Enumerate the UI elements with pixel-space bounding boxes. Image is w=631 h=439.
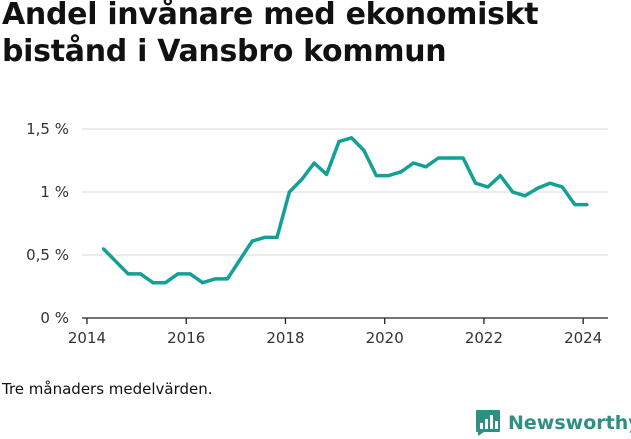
data-point	[498, 174, 502, 178]
data-point	[548, 181, 552, 185]
data-point	[312, 161, 316, 165]
data-point	[250, 239, 254, 243]
x-tick-label: 2014	[68, 329, 106, 347]
data-point	[536, 186, 540, 190]
data-point	[201, 281, 205, 285]
x-axis: 2014 2016 2018 2020 2022 2024	[68, 317, 608, 347]
data-point	[188, 272, 192, 276]
data-point	[349, 136, 353, 140]
data-point	[585, 203, 589, 207]
data-point	[287, 190, 291, 194]
data-point	[387, 174, 391, 178]
data-point	[511, 190, 515, 194]
y-tick-label: 0,5 %	[26, 246, 69, 264]
data-point	[424, 165, 428, 169]
data-point	[436, 156, 440, 160]
data-point	[461, 156, 465, 160]
data-point	[474, 181, 478, 185]
data-point	[362, 148, 366, 152]
data-point	[139, 272, 143, 276]
brand-logo[interactable]: Newsworthy	[475, 408, 631, 438]
y-tick-label: 1,5 %	[26, 120, 69, 138]
bar-chart-speech-icon	[476, 410, 500, 436]
data-point	[151, 281, 155, 285]
series-group	[101, 136, 589, 285]
data-point	[213, 277, 217, 281]
y-axis-ticks: 0 % 0,5 % 1 % 1,5 %	[26, 120, 69, 327]
data-point	[399, 170, 403, 174]
data-point	[449, 156, 453, 160]
data-point	[163, 281, 167, 285]
footnote: Tre månaders medelvärden.	[2, 380, 213, 398]
data-point	[225, 277, 229, 281]
x-tick-label: 2024	[564, 329, 602, 347]
data-point	[411, 161, 415, 165]
x-tick-label: 2016	[167, 329, 205, 347]
data-point	[275, 235, 279, 239]
series-line-0	[102, 136, 588, 285]
data-point	[560, 185, 564, 189]
x-tick-label: 2018	[266, 329, 304, 347]
x-tick-label: 2020	[366, 329, 404, 347]
data-point	[114, 259, 118, 263]
data-point	[486, 185, 490, 189]
data-point	[101, 247, 105, 251]
x-tick-label: 2022	[465, 329, 503, 347]
grid-lines	[82, 128, 608, 256]
data-point	[337, 140, 341, 144]
data-point	[523, 194, 527, 198]
data-point	[325, 172, 329, 176]
page-title: Andel invånare med ekonomiskt bistånd i …	[2, 0, 539, 69]
y-tick-label: 1 %	[40, 183, 69, 201]
y-tick-label: 0 %	[40, 309, 69, 327]
brand-name: Newsworthy	[508, 412, 631, 434]
data-point	[176, 272, 180, 276]
data-point	[263, 235, 267, 239]
data-point	[374, 174, 378, 178]
data-point	[300, 177, 304, 181]
data-point	[573, 203, 577, 207]
data-point	[126, 272, 130, 276]
data-point	[238, 258, 242, 262]
